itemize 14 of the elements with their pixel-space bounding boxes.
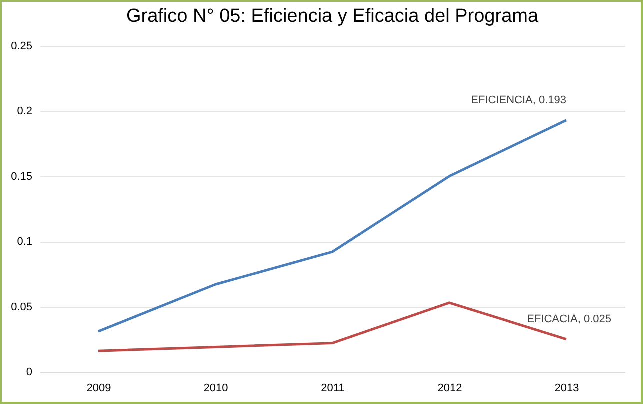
x-tick-label: 2010: [204, 382, 228, 394]
annotation: EFICACIA, 0.025: [527, 313, 612, 326]
annotation: EFICIENCIA, 0.193: [471, 94, 566, 106]
y-tick-label: 0: [26, 366, 32, 378]
x-tick-label: 2009: [86, 382, 112, 394]
x-tick-label: 2013: [554, 382, 580, 394]
x-tick-label: 2011: [321, 382, 345, 394]
y-tick-label: 0.2: [17, 106, 32, 118]
y-tick-label: 0.05: [11, 301, 32, 314]
chart-title: Grafico N° 05: Eficiencia y Eficacia del Programa: [126, 6, 539, 27]
x-tick-label: 2012: [438, 382, 462, 394]
y-tick-label: 0.1: [17, 236, 32, 248]
y-tick-label: 0.25: [11, 40, 32, 52]
y-tick-label: 0.15: [11, 170, 32, 183]
